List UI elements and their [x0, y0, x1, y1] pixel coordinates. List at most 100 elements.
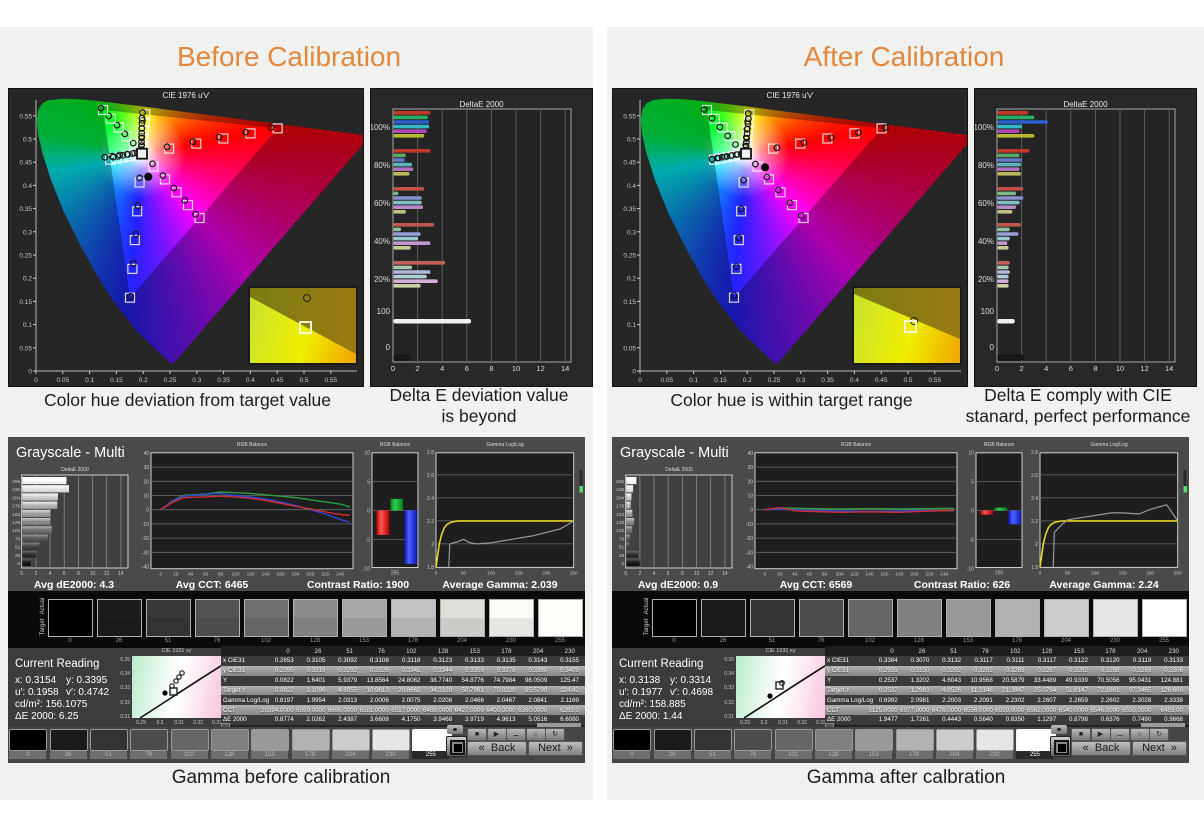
svg-text:0: 0 [435, 570, 438, 576]
svg-text:-10: -10 [142, 522, 149, 528]
svg-text:8: 8 [1093, 364, 1097, 373]
svg-text:-10: -10 [746, 522, 753, 528]
svg-text:150: 150 [1119, 570, 1127, 576]
svg-text:0.45: 0.45 [623, 160, 636, 167]
svg-text:1.8: 1.8 [1031, 565, 1038, 571]
svg-text:0: 0 [159, 572, 162, 578]
svg-text:-10: -10 [363, 567, 370, 573]
svg-text:100: 100 [377, 307, 391, 316]
svg-text:0.45: 0.45 [875, 377, 888, 384]
svg-text:40: 40 [143, 451, 149, 457]
svg-text:0.35: 0.35 [19, 206, 32, 213]
svg-text:100%: 100% [975, 123, 994, 132]
svg-text:100: 100 [487, 570, 495, 576]
svg-text:0: 0 [750, 508, 753, 514]
svg-text:120: 120 [247, 572, 255, 578]
svg-text:200: 200 [306, 572, 314, 578]
svg-text:128: 128 [12, 520, 20, 526]
svg-text:100: 100 [981, 307, 995, 316]
svg-text:0.25: 0.25 [768, 377, 781, 384]
svg-text:0.2: 0.2 [743, 377, 752, 384]
svg-text:0: 0 [18, 561, 21, 567]
svg-text:DeltaE 2000: DeltaE 2000 [665, 467, 693, 473]
svg-text:4: 4 [49, 571, 52, 577]
svg-text:0.25: 0.25 [19, 253, 32, 260]
svg-text:-10: -10 [967, 567, 974, 573]
svg-text:0.35: 0.35 [217, 377, 230, 384]
svg-text:200: 200 [542, 570, 550, 576]
svg-text:0: 0 [391, 364, 395, 373]
svg-text:4: 4 [440, 364, 444, 373]
svg-text:0.3: 0.3 [627, 229, 636, 236]
svg-text:40: 40 [792, 572, 798, 578]
svg-text:50: 50 [461, 570, 467, 576]
svg-text:-20: -20 [142, 536, 149, 542]
svg-text:10: 10 [694, 571, 700, 577]
svg-text:60: 60 [203, 572, 209, 578]
svg-text:2: 2 [416, 364, 420, 373]
svg-text:51: 51 [15, 545, 21, 551]
svg-text:0: 0 [632, 369, 636, 376]
svg-text:0: 0 [34, 377, 38, 384]
svg-text:2.6: 2.6 [1031, 473, 1038, 479]
svg-text:140: 140 [261, 572, 269, 578]
svg-text:0.05: 0.05 [19, 345, 32, 352]
svg-text:0: 0 [763, 572, 766, 578]
svg-text:140: 140 [865, 572, 873, 578]
svg-text:10: 10 [747, 494, 753, 500]
svg-text:0: 0 [990, 343, 995, 352]
svg-text:0.4: 0.4 [246, 377, 255, 384]
svg-text:0.15: 0.15 [110, 377, 123, 384]
svg-text:10: 10 [364, 451, 370, 457]
svg-text:0.3: 0.3 [796, 377, 805, 384]
svg-text:8: 8 [77, 571, 80, 577]
svg-text:0.25: 0.25 [623, 253, 636, 260]
svg-text:30: 30 [143, 465, 149, 471]
svg-text:200: 200 [1146, 570, 1154, 576]
svg-text:40%: 40% [374, 237, 390, 246]
svg-text:0.15: 0.15 [714, 377, 727, 384]
svg-text:100: 100 [232, 572, 240, 578]
svg-text:50: 50 [1065, 570, 1071, 576]
svg-text:RGB Balance: RGB Balance [984, 442, 1015, 448]
svg-text:60%: 60% [374, 199, 390, 208]
svg-text:255: 255 [391, 571, 400, 577]
svg-text:0.2: 0.2 [627, 276, 636, 283]
svg-text:0: 0 [28, 369, 32, 376]
svg-text:10: 10 [90, 571, 96, 577]
svg-text:6: 6 [1069, 364, 1073, 373]
svg-text:5: 5 [367, 480, 370, 486]
svg-text:30: 30 [747, 465, 753, 471]
svg-text:2.4: 2.4 [427, 496, 434, 502]
svg-text:153: 153 [616, 512, 624, 518]
svg-text:100%: 100% [371, 123, 390, 132]
svg-text:6: 6 [465, 364, 469, 373]
svg-text:153: 153 [12, 512, 20, 518]
svg-text:2: 2 [639, 571, 642, 577]
svg-text:20: 20 [143, 479, 149, 485]
svg-text:20%: 20% [978, 275, 994, 284]
svg-text:102: 102 [616, 528, 624, 534]
svg-text:8: 8 [681, 571, 684, 577]
svg-text:80: 80 [218, 572, 224, 578]
svg-text:2.8: 2.8 [427, 450, 434, 456]
svg-text:12: 12 [708, 571, 714, 577]
svg-text:-20: -20 [746, 536, 753, 542]
svg-text:2: 2 [1035, 542, 1038, 548]
svg-text:240: 240 [940, 572, 948, 578]
svg-text:200: 200 [910, 572, 918, 578]
svg-text:0.55: 0.55 [623, 113, 636, 120]
svg-text:26: 26 [15, 553, 21, 559]
svg-text:10: 10 [512, 364, 520, 373]
svg-text:0.5: 0.5 [23, 137, 32, 144]
svg-text:0.1: 0.1 [689, 377, 698, 384]
svg-text:RGB Balance: RGB Balance [237, 442, 268, 448]
svg-text:0.2: 0.2 [139, 377, 148, 384]
svg-text:0: 0 [20, 571, 23, 577]
svg-text:0.05: 0.05 [623, 345, 636, 352]
svg-text:0.5: 0.5 [299, 377, 308, 384]
svg-text:2.6: 2.6 [427, 473, 434, 479]
svg-text:10: 10 [968, 451, 974, 457]
svg-text:120: 120 [851, 572, 859, 578]
svg-text:240: 240 [336, 572, 344, 578]
